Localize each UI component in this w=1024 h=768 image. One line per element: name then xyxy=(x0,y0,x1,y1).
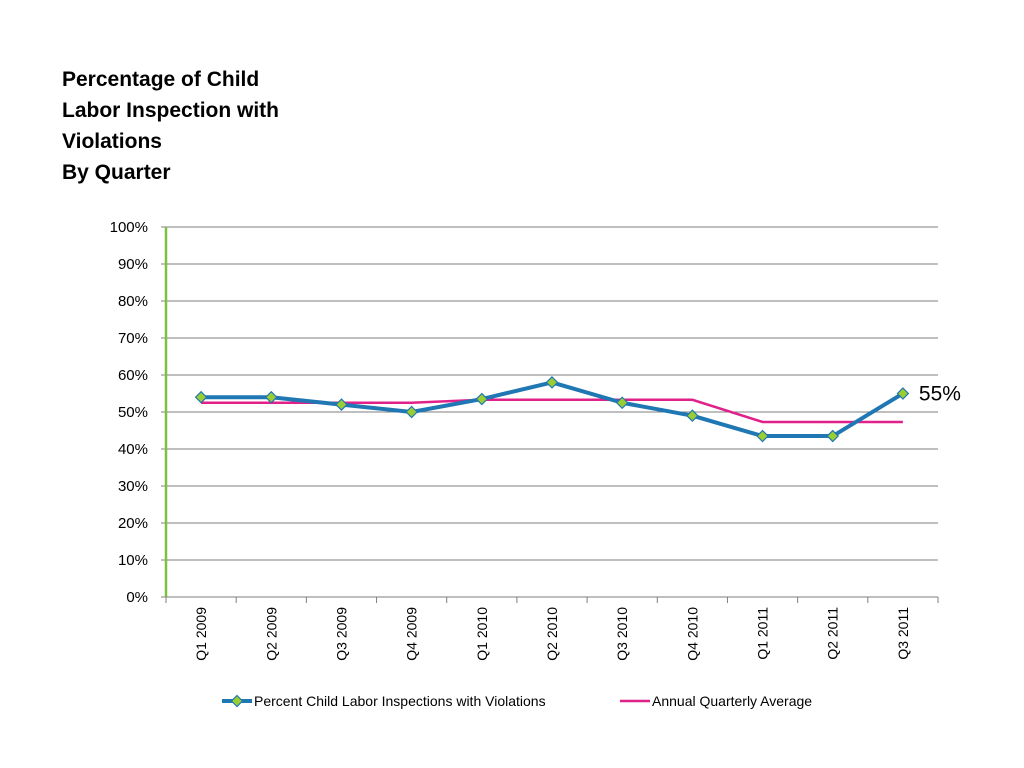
callout-label: 55% xyxy=(919,383,961,406)
x-tick-label: Q2 2009 xyxy=(263,607,279,661)
data-point-marker xyxy=(615,396,629,410)
y-tick-label: 10% xyxy=(118,552,148,569)
x-tick-label: Q4 2009 xyxy=(404,607,420,661)
annotations: 55% xyxy=(919,383,961,406)
x-tick-label: Q2 2011 xyxy=(825,607,841,660)
legend: Percent Child Labor Inspections with Vio… xyxy=(222,693,812,709)
data-point-marker xyxy=(264,390,278,404)
gridlines xyxy=(166,226,938,561)
data-point-marker xyxy=(686,409,699,423)
series-group xyxy=(194,376,910,443)
chart-title-line: By Quarter xyxy=(62,161,171,184)
chart-title-line: Percentage of Child xyxy=(62,68,260,91)
y-axis: 0% 10% 20% 30% 40% 50% 60% 70% 80% 90% 100% xyxy=(110,219,168,606)
x-tick-label: Q3 2010 xyxy=(614,607,630,661)
data-point-marker xyxy=(194,390,208,404)
y-tick-label: 30% xyxy=(118,478,148,495)
y-tick-label: 60% xyxy=(118,367,148,384)
y-tick-label: 90% xyxy=(118,256,148,273)
data-point-marker xyxy=(475,392,489,406)
y-tick-label: 20% xyxy=(118,515,148,532)
x-tick-label: Q3 2009 xyxy=(333,607,349,661)
x-tick-label: Q2 2010 xyxy=(544,607,560,661)
data-point-marker xyxy=(335,398,348,411)
data-point-marker xyxy=(826,429,840,443)
data-point-marker xyxy=(896,387,910,400)
data-point-marker xyxy=(756,429,769,443)
x-tick-label: Q1 2009 xyxy=(193,607,209,661)
legend-label: Percent Child Labor Inspections with Vio… xyxy=(254,693,546,709)
x-tick-label: Q3 2011 xyxy=(895,607,911,660)
y-tick-label: 80% xyxy=(118,293,148,310)
chart-title-line: Labor Inspection with xyxy=(62,99,280,122)
y-tick-label: 40% xyxy=(118,441,148,458)
legend-swatch-marker xyxy=(230,694,244,708)
series-line-annual-quarterly-average xyxy=(201,398,903,424)
y-tick-label: 70% xyxy=(118,330,148,347)
chart-title-line: Violations xyxy=(62,130,162,153)
x-tick-label: Q1 2011 xyxy=(755,607,771,660)
data-point-marker xyxy=(545,376,559,389)
x-tick-label: Q4 2010 xyxy=(684,607,700,661)
y-tick-label: 0% xyxy=(126,589,148,606)
x-axis: Q1 2009 Q2 2009 Q3 2009 Q4 2009 Q1 2010 Q2 20… xyxy=(165,596,939,661)
y-tick-label: 50% xyxy=(118,404,148,421)
series-line-percent-violations xyxy=(201,380,904,439)
x-tick-label: Q1 2010 xyxy=(474,607,490,661)
legend-label: Annual Quarterly Average xyxy=(652,693,812,709)
chart-title: Percentage of Child Labor Inspection wit… xyxy=(62,64,362,188)
y-tick-label: 100% xyxy=(110,219,148,236)
data-point-marker xyxy=(405,405,418,419)
